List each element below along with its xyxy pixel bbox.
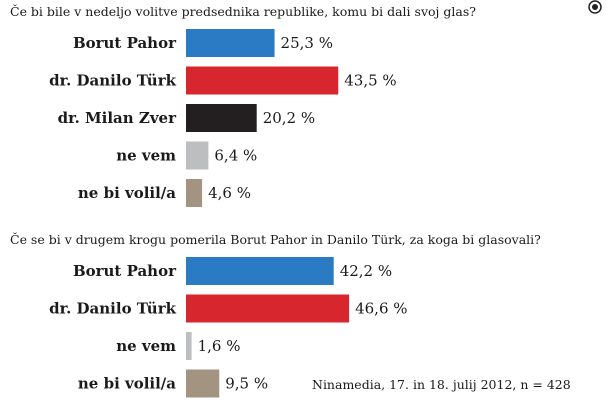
- bar: [186, 66, 339, 95]
- value-label: 43,5 %: [344, 72, 396, 90]
- bullseye-icon: [588, 0, 602, 14]
- category-label: dr. Milan Zver: [58, 109, 178, 127]
- value-label: 1,6 %: [198, 337, 241, 355]
- bar: [186, 29, 275, 57]
- value-label: 46,6 %: [355, 300, 407, 318]
- bar: [186, 294, 350, 323]
- value-label: 4,6 %: [208, 184, 251, 202]
- category-label: dr. Danilo Türk: [49, 72, 177, 90]
- question-1-title: Če bi bile v nedeljo volitve predsednika…: [10, 4, 476, 19]
- value-label: 9,5 %: [225, 375, 268, 393]
- source-note: Ninamedia, 17. in 18. julij 2012, n = 42…: [312, 377, 571, 392]
- value-label: 6,4 %: [214, 147, 257, 165]
- question-2-title: Če se bi v drugem krogu pomerila Borut P…: [10, 232, 541, 247]
- bar: [186, 179, 203, 207]
- category-label: dr. Danilo Türk: [49, 300, 177, 318]
- category-label: Borut Pahor: [73, 262, 177, 280]
- chart-second-round: Borut Pahor 42,2 % dr. Danilo Türk 46,6 % ne…: [49, 257, 408, 398]
- category-label: ne vem: [116, 337, 176, 355]
- chart-first-round: Borut Pahor 25,3 % dr. Danilo Türk 43,5 % dr…: [49, 29, 397, 207]
- category-label: ne bi volil/a: [78, 184, 176, 202]
- bar: [186, 141, 209, 170]
- value-label: 20,2 %: [263, 109, 315, 127]
- bar: [186, 369, 220, 398]
- category-label: Borut Pahor: [73, 34, 177, 52]
- category-label: ne vem: [116, 147, 176, 165]
- bar: [186, 257, 334, 285]
- bar: [186, 332, 192, 360]
- value-label: 25,3 %: [281, 34, 333, 52]
- bar: [186, 104, 257, 132]
- category-label: ne bi volil/a: [78, 375, 176, 393]
- value-label: 42,2 %: [340, 262, 392, 280]
